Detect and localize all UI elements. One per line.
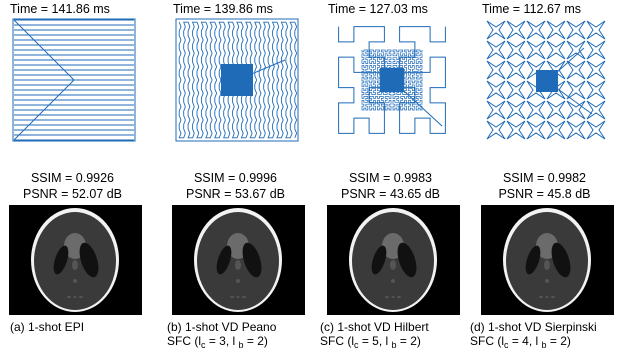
metrics-c: SSIM = 0.9983 PSNR = 43.65 dB [318,170,463,202]
sierpinski-trajectory-icon [486,20,606,140]
caption-c-line1: (c) 1-shot VD Hilbert [320,320,429,334]
time-label-c: Time = 127.03 ms [328,2,428,16]
metrics-d: SSIM = 0.9982 PSNR = 45.8 dB [472,170,617,202]
panel-c: Time = 127.03 ms SSIM = 0.9983 PSNR = 43… [318,0,473,362]
ssim-label-a: SSIM = 0.9926 [30,171,115,185]
panel-b: Time = 139.86 ms SSIM = 0.9996 PSNR = 53… [163,0,318,362]
hilbert-trajectory-icon [338,26,446,134]
shepp-logan-phantom-icon [9,205,142,315]
ssim-label-b: SSIM = 0.9996 [193,171,278,185]
caption-b: (b) 1-shot VD Peano SFC (lc = 3, l b = 2… [167,320,277,350]
peano-trajectory-icon [175,18,299,142]
metrics-a: SSIM = 0.9926 PSNR = 52.07 dB [0,170,145,202]
caption-d-line2: SFC (lc = 4, l b = 2) [470,334,571,350]
caption-c: (c) 1-shot VD Hilbert SFC (lc = 5, l b =… [320,320,429,350]
shepp-logan-phantom-icon [327,205,460,315]
time-label-b: Time = 139.86 ms [173,2,273,16]
shepp-logan-phantom-icon [172,205,305,315]
psnr-label-d: PSNR = 45.8 dB [498,187,591,201]
shepp-logan-phantom-icon [481,205,614,315]
caption-d: (d) 1-shot VD Sierpinski SFC (lc = 4, l … [470,320,597,350]
metrics-b: SSIM = 0.9996 PSNR = 53.67 dB [163,170,308,202]
epi-trajectory-icon [12,18,136,142]
panel-d: Time = 112.67 ms SSIM = 0.9982 PSNR = 45… [470,0,621,362]
ssim-label-d: SSIM = 0.9982 [502,171,587,185]
psnr-label-b: PSNR = 53.67 dB [185,187,286,201]
time-label-d: Time = 112.67 ms [482,2,581,16]
caption-b-line2: SFC (lc = 3, l b = 2) [167,334,268,350]
caption-d-line1: (d) 1-shot VD Sierpinski [470,320,597,334]
time-label-a: Time = 141.86 ms [10,2,110,16]
caption-a: (a) 1-shot EPI [10,320,84,334]
panel-a: Time = 141.86 ms SSIM = 0.9926 PSNR = 52… [0,0,155,362]
caption-a-line1: (a) 1-shot EPI [10,320,85,334]
psnr-label-a: PSNR = 52.07 dB [22,187,123,201]
ssim-label-c: SSIM = 0.9983 [348,171,433,185]
caption-b-line1: (b) 1-shot VD Peano [167,320,277,334]
caption-c-line2: SFC (lc = 5, l b = 2) [320,334,421,350]
psnr-label-c: PSNR = 43.65 dB [340,187,441,201]
